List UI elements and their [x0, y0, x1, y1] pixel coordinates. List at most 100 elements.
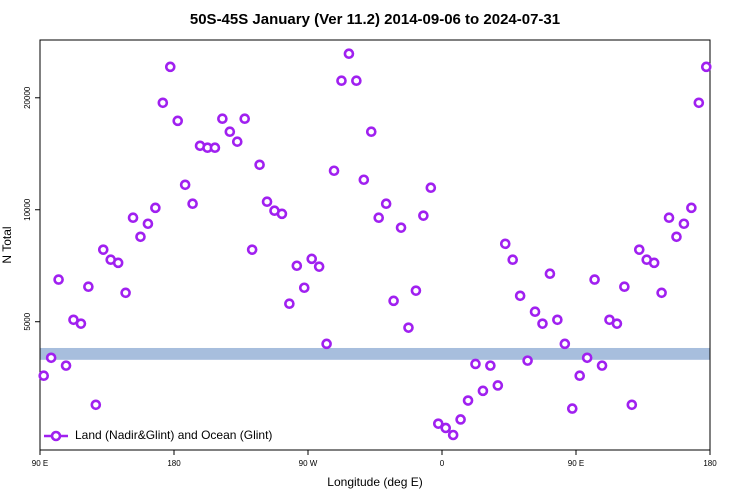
point [231, 136, 243, 147]
point [581, 352, 593, 364]
point [380, 198, 392, 210]
point [179, 179, 191, 191]
point [485, 360, 496, 371]
point [477, 385, 489, 397]
point [38, 370, 50, 381]
y-tick-label: 5000 [23, 312, 32, 330]
point [365, 126, 377, 138]
point [663, 212, 675, 223]
point [313, 261, 325, 272]
point [53, 274, 64, 285]
chart-title: 50S-45S January (Ver 11.2) 2014-09-06 to… [190, 11, 560, 28]
point [343, 48, 355, 60]
point [529, 306, 541, 318]
point [671, 231, 682, 243]
point [142, 218, 154, 230]
y-tick-label: 10000 [23, 198, 32, 221]
point [291, 260, 303, 272]
point [611, 318, 623, 329]
point [462, 395, 474, 406]
point [626, 399, 638, 411]
point [552, 314, 563, 326]
point [276, 208, 288, 220]
point [97, 244, 109, 255]
point [336, 75, 347, 87]
x-tick-label: 180 [703, 459, 717, 468]
point [60, 360, 72, 371]
x-tick-label: 90 E [568, 459, 584, 468]
point [559, 338, 571, 350]
point [678, 218, 690, 230]
point [172, 115, 184, 127]
point [254, 159, 265, 171]
x-tick-label: 180 [167, 459, 181, 468]
point [135, 231, 146, 243]
point [619, 281, 630, 293]
point [328, 165, 340, 177]
point [574, 370, 586, 381]
point [321, 338, 332, 350]
point [403, 322, 414, 333]
point [440, 422, 452, 434]
x-tick-label: 90 W [299, 459, 318, 468]
point [120, 287, 131, 299]
point [261, 196, 273, 208]
point [83, 281, 94, 293]
point [209, 142, 221, 154]
point [75, 318, 87, 329]
point [596, 360, 608, 371]
point [537, 318, 548, 329]
point [656, 287, 667, 299]
point [224, 126, 236, 138]
x-axis-label: Longitude (deg E) [327, 475, 422, 489]
point [514, 290, 526, 302]
plot-frame [39, 39, 711, 451]
y-axis-label: N Total [0, 226, 14, 263]
point [499, 238, 511, 250]
point [45, 352, 57, 364]
point [432, 418, 444, 429]
point [395, 222, 407, 233]
legend-marker [50, 430, 62, 442]
point [589, 274, 600, 285]
y-tick-label: 20000 [23, 86, 32, 109]
point [246, 244, 258, 255]
point [157, 97, 169, 109]
point [455, 414, 466, 425]
point [425, 182, 437, 194]
point [418, 210, 429, 221]
point [470, 358, 481, 370]
band [40, 347, 710, 360]
point [507, 254, 519, 266]
point [566, 403, 578, 414]
point [239, 113, 251, 125]
point [700, 61, 712, 73]
point [648, 257, 660, 269]
point [164, 61, 176, 73]
point [112, 257, 124, 269]
x-tick-label: 0 [440, 459, 445, 468]
point [492, 380, 504, 391]
point [217, 113, 228, 125]
point [633, 244, 645, 255]
point [127, 212, 139, 223]
point [90, 399, 102, 411]
point [298, 282, 310, 294]
point [410, 285, 422, 296]
point [187, 198, 198, 210]
point [388, 295, 399, 307]
point [686, 202, 697, 214]
point [447, 429, 459, 441]
x-tick-label: 90 E [32, 459, 48, 468]
point [351, 75, 362, 87]
point [306, 253, 318, 265]
point [358, 174, 370, 186]
point [693, 97, 705, 109]
point [522, 355, 533, 366]
point [544, 268, 556, 280]
point [284, 298, 295, 310]
point [150, 202, 161, 214]
point [373, 212, 385, 223]
legend-label: Land (Nadir&Glint) and Ocean (Glint) [75, 428, 272, 442]
